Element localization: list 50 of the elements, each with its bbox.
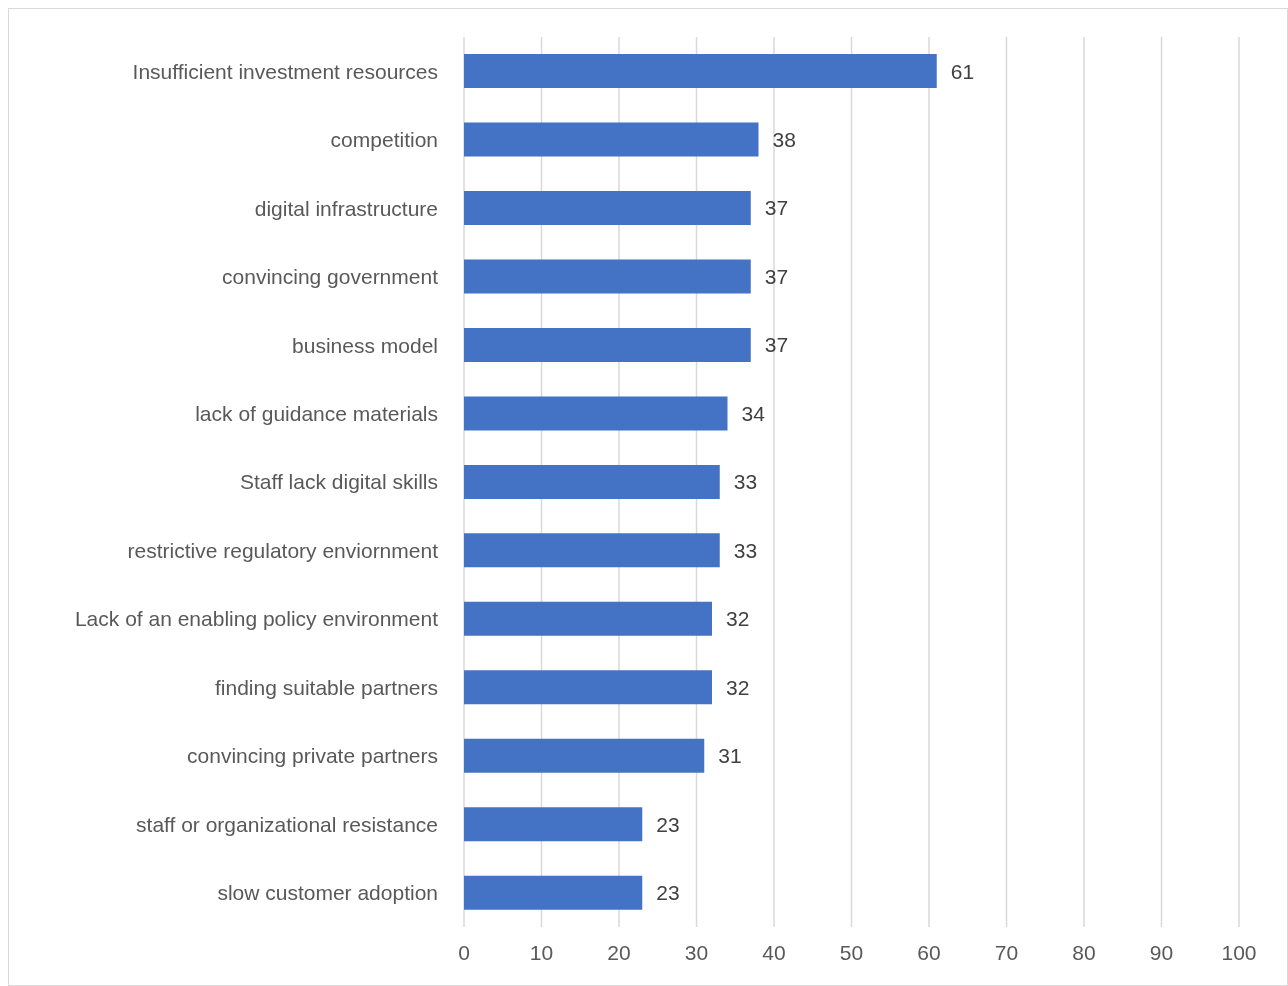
y-tick-label: business model xyxy=(292,333,438,357)
data-label: 23 xyxy=(656,881,680,905)
bar xyxy=(464,122,759,157)
y-tick-label: restrictive regulatory enviornment xyxy=(127,538,439,562)
y-tick-label: finding suitable partners xyxy=(215,675,438,699)
bar xyxy=(464,54,937,89)
bar xyxy=(464,464,720,499)
x-tick-label: 10 xyxy=(529,940,554,964)
x-tick-label: 90 xyxy=(1149,940,1174,964)
y-tick-label: staff or organizational resistance xyxy=(136,812,438,836)
x-tick-label: 60 xyxy=(917,940,941,964)
data-label: 38 xyxy=(772,128,796,152)
bar xyxy=(464,533,720,568)
x-tick-label: 40 xyxy=(762,940,786,964)
y-tick-label: competition xyxy=(330,128,438,152)
bar xyxy=(464,259,751,294)
bar xyxy=(464,191,751,226)
data-label: 32 xyxy=(726,607,750,631)
bar xyxy=(464,875,643,910)
data-label: 33 xyxy=(733,538,758,562)
data-label: 31 xyxy=(718,744,742,768)
x-tick-label: 80 xyxy=(1072,940,1096,964)
y-tick-label: convincing private partners xyxy=(187,744,438,768)
data-label: 37 xyxy=(764,264,789,288)
data-label: 61 xyxy=(950,59,975,83)
x-tick-label: 20 xyxy=(607,940,631,964)
x-tick-label: 0 xyxy=(458,940,470,964)
data-label: 37 xyxy=(764,196,789,220)
data-label: 23 xyxy=(656,812,680,836)
y-tick-label: Staff lack digital skills xyxy=(239,470,438,494)
y-tick-label: lack of guidance materials xyxy=(195,401,438,425)
data-label: 34 xyxy=(741,401,766,425)
bar xyxy=(464,738,705,773)
x-tick-label: 50 xyxy=(839,940,864,964)
bar xyxy=(464,670,712,705)
data-label: 32 xyxy=(726,675,750,699)
bar xyxy=(464,396,728,431)
data-label: 37 xyxy=(764,333,789,357)
bar xyxy=(464,807,643,842)
y-tick-label: Lack of an enabling policy environment xyxy=(74,607,439,631)
data-label: 33 xyxy=(733,470,758,494)
x-tick-label: 70 xyxy=(994,940,1019,964)
y-tick-label: slow customer adoption xyxy=(217,881,438,905)
x-tick-label: 30 xyxy=(684,940,709,964)
y-tick-label: Insufficient investment resources xyxy=(132,59,438,83)
y-tick-label: convincing government xyxy=(222,265,439,289)
y-tick-label: digital infrastructure xyxy=(254,196,438,220)
bar xyxy=(464,601,712,636)
x-tick-label: 100 xyxy=(1221,940,1257,964)
bar xyxy=(464,327,751,362)
